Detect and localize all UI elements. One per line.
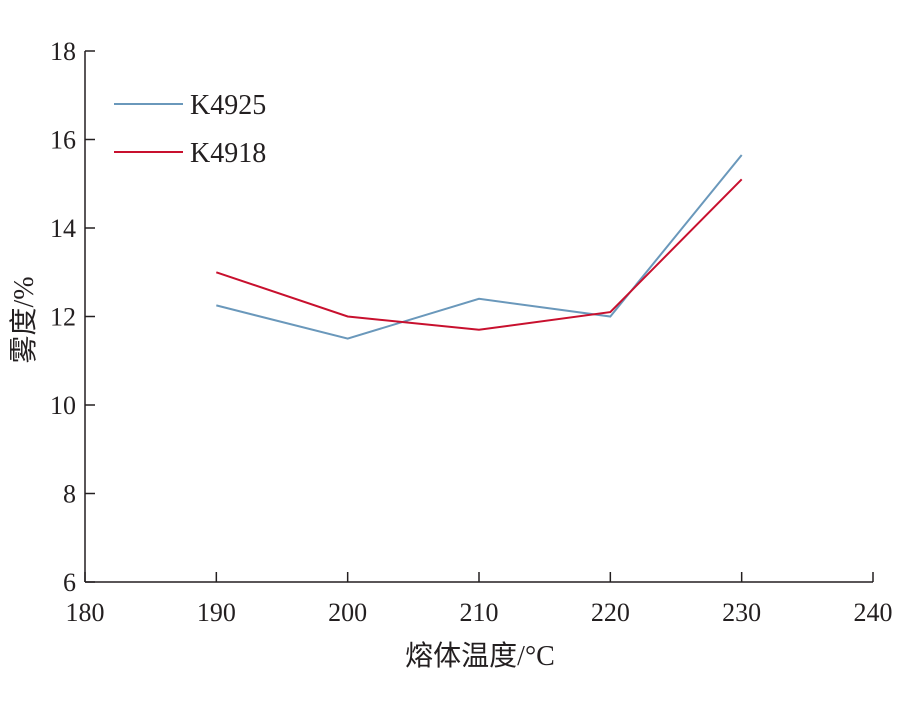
y-tick-label: 10	[50, 391, 76, 420]
legend-label-k4918: K4918	[190, 138, 266, 169]
x-axis-title: 熔体温度/°C	[405, 640, 555, 672]
x-tick-label: 180	[66, 598, 105, 627]
x-tick-label: 220	[591, 598, 630, 627]
plot-series	[215, 154, 743, 340]
series-line-k4925	[216, 154, 743, 340]
y-tick-label: 14	[50, 214, 76, 243]
x-tick-label: 200	[328, 598, 367, 627]
y-tick-label: 6	[63, 568, 76, 597]
plot-axes: 6 8 10 12 14 16 18 180 190 200 210 220 230 240	[50, 37, 893, 627]
x-tick-label: 240	[854, 598, 893, 627]
x-tick-label: 210	[460, 598, 499, 627]
legend-label-k4925: K4925	[190, 90, 266, 121]
y-tick-label: 8	[63, 480, 76, 509]
x-tick-label: 190	[197, 598, 236, 627]
y-tick-label: 16	[50, 126, 76, 155]
legend: K4925 K4918	[114, 90, 266, 169]
y-tick-label: 12	[50, 303, 76, 332]
series-line-k4918	[215, 178, 743, 331]
y-axis-title: 雾度/%	[8, 276, 40, 363]
y-tick-label: 18	[50, 37, 76, 66]
x-tick-label: 230	[722, 598, 761, 627]
